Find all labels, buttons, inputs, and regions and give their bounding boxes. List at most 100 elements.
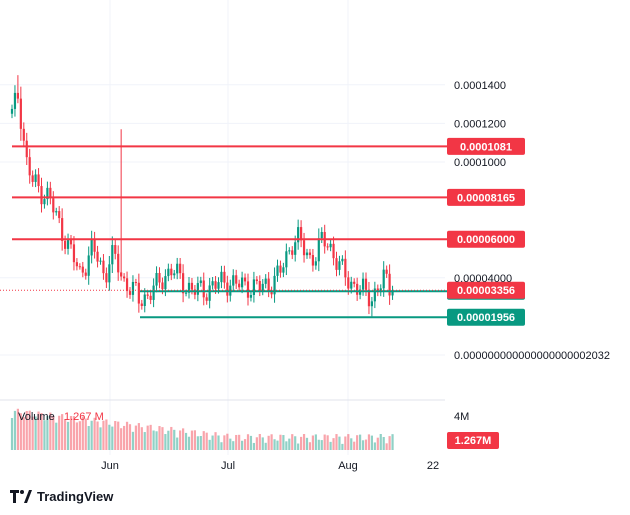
price-tick-label: 0.0001400 [454, 80, 506, 92]
level-label-bg [447, 230, 525, 248]
candle-body [22, 128, 25, 141]
volume-bar [69, 415, 73, 450]
candle-body [353, 281, 356, 284]
candle-body [285, 251, 288, 268]
volume-bar [146, 425, 149, 450]
candle-body [288, 250, 291, 252]
candle-body [332, 243, 335, 259]
volume-bar [211, 435, 214, 450]
tradingview-logo[interactable]: TradingView [10, 489, 113, 504]
candle-body [329, 243, 332, 248]
volume-bar [359, 434, 362, 450]
candle-body [208, 285, 211, 301]
volume-bar [52, 415, 55, 450]
candle-body [344, 258, 347, 278]
candle-body [382, 269, 385, 289]
candle-body [40, 186, 43, 205]
last-price-badge-bg [447, 281, 525, 299]
candle-body [211, 281, 214, 286]
level-label: 0.0001081 [460, 141, 512, 153]
volume-bar [229, 438, 232, 450]
volume-bar [96, 421, 99, 450]
level-label: 0.00008165 [457, 192, 515, 204]
candle-body [158, 272, 161, 283]
volume-bar [332, 438, 335, 450]
volume-bar [179, 430, 182, 450]
volume-bar [376, 437, 379, 450]
volume-bar [16, 408, 19, 450]
candle-body [137, 282, 140, 304]
volume-bar [326, 435, 329, 450]
candle-body [214, 281, 217, 289]
candle-body [249, 294, 253, 298]
volume-bar [264, 442, 267, 450]
candle-body [243, 277, 247, 282]
volume-bar [34, 416, 37, 450]
candle-body [25, 140, 28, 158]
candle-body [140, 303, 143, 306]
candle-body [338, 261, 341, 270]
candle-body [16, 92, 19, 99]
volume-bar [105, 419, 108, 450]
volume-bar [338, 436, 341, 450]
volume-bar [279, 434, 282, 450]
time-tick-label: Aug [338, 460, 358, 472]
volume-bar [252, 442, 255, 450]
volume-bar [347, 434, 350, 450]
candle-body [173, 273, 176, 276]
volume-bar [143, 432, 146, 450]
volume-bar [282, 435, 285, 450]
volume-bar [184, 432, 188, 450]
volume-bar [391, 434, 394, 450]
price-tick-label: 0.000000000000000000002032 [454, 350, 610, 362]
candle-body [273, 275, 276, 295]
volume-bar [55, 422, 58, 450]
volume-bar [149, 424, 152, 450]
candle-body [279, 265, 282, 273]
volume-bar [140, 427, 143, 450]
volume-bar [323, 434, 326, 450]
volume-bar [232, 441, 235, 450]
candle-body [335, 258, 338, 270]
candle-body [300, 227, 303, 241]
candle-body [31, 175, 34, 182]
candle-body [81, 266, 84, 273]
level-label: 0.00001956 [457, 312, 515, 324]
volume-bar [285, 441, 288, 450]
candle-body [84, 272, 87, 276]
volume-bar [114, 420, 117, 450]
volume-bar [205, 432, 208, 450]
volume-bar [37, 411, 40, 450]
candle-body [308, 252, 312, 256]
candle-body [341, 258, 344, 262]
volume-bar [196, 436, 199, 450]
volume-bar [214, 432, 217, 450]
volume-bar [385, 443, 388, 450]
candle-body [134, 281, 137, 283]
candle-body [164, 276, 167, 290]
candle-body [96, 251, 99, 262]
volume-bar [329, 441, 332, 450]
volume-bar [64, 418, 67, 450]
candle-body [120, 272, 123, 277]
volume-bar [388, 436, 391, 450]
volume-bar [152, 430, 155, 450]
volume-bar [187, 436, 191, 450]
candle-body [184, 292, 188, 294]
volume-bar [111, 426, 114, 450]
volume-bar [367, 434, 371, 450]
volume-bar [78, 421, 81, 450]
candle-body [217, 282, 220, 289]
horizontal-lines[interactable]: 0.00010810.000081650.000060000.000033040… [0, 137, 525, 326]
volume-bar [261, 437, 264, 450]
volume-bar [99, 427, 102, 450]
volume-bar [176, 437, 179, 450]
candle-body [75, 262, 78, 267]
candle-body [297, 227, 300, 243]
price-axis: 0.00014000.00012000.00010000.000040000.0… [454, 80, 610, 362]
candle-body [125, 278, 129, 292]
candle-body [99, 260, 102, 262]
volume-bar [125, 421, 129, 450]
level-label-bg [447, 137, 525, 155]
